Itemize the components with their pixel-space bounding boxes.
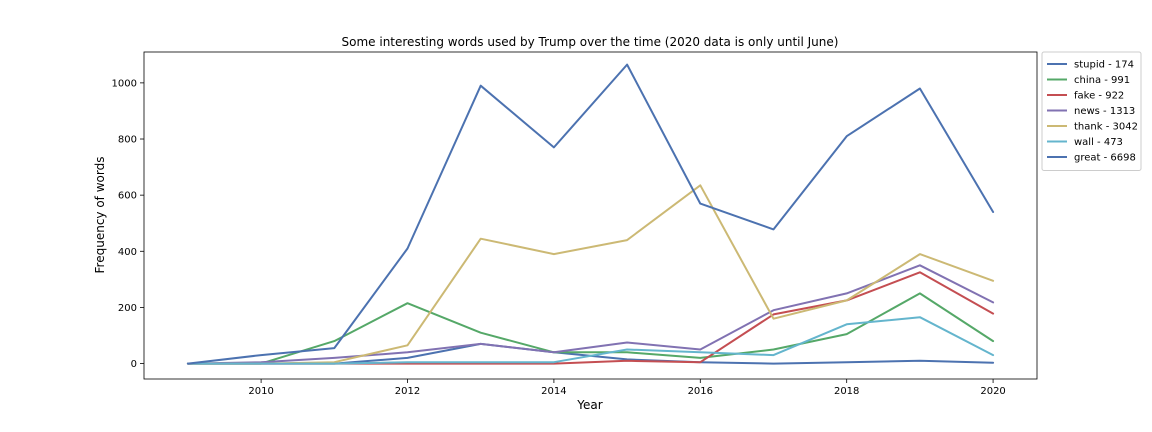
legend-entry: great - 6698 [1074,153,1136,164]
legend-entry: news - 1313 [1074,106,1135,117]
x-tick-label: 2010 [248,386,273,397]
legend: stupid - 174 china - 991 fake - 922 news - … [1041,51,1142,171]
legend-entry: stupid - 174 [1074,60,1134,71]
y-tick-label: 600 [118,191,137,202]
series-line-5 [186,184,995,365]
series-line-2 [186,292,995,365]
legend-entry: china - 991 [1074,75,1130,86]
series-line-6 [186,316,995,365]
y-tick-label: 400 [118,247,137,258]
plot-frame [143,51,1038,380]
chart-title: Some interesting words used by Trump ove… [342,35,839,49]
legend-entry: thank - 3042 [1074,122,1138,133]
legend-entry: fake - 922 [1074,91,1124,102]
x-axis-title: Year [576,398,602,412]
y-tick-label: 1000 [112,78,137,89]
x-tick-label: 2016 [688,386,713,397]
series-line-4 [186,264,995,365]
y-tick-label: 0 [131,359,137,370]
y-tick-label: 200 [118,303,137,314]
y-axis-title: Frequency of words [93,157,107,274]
plot-area: 2010 2012 2014 2016 2018 2020 0 200 400 600 800 100… [112,51,1038,397]
x-tick-label: 2020 [980,386,1005,397]
series-line-7 [186,63,995,365]
y-tick-label: 800 [118,135,137,146]
x-tick-label: 2012 [395,386,420,397]
x-tick-label: 2014 [541,386,566,397]
legend-entry: wall - 473 [1074,137,1123,148]
x-tick-label: 2018 [834,386,859,397]
